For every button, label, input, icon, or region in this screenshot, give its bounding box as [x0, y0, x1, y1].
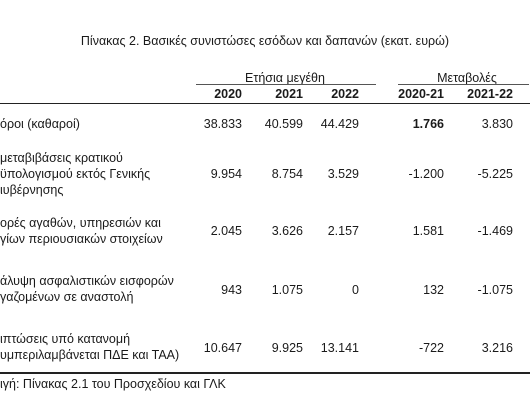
table-cell: -1.200	[408, 167, 444, 181]
row-label-line: γίων περιουσιακών στοιχείων	[0, 232, 163, 246]
table-cell: 2.045	[210, 224, 242, 238]
table-cell: 13.141	[320, 341, 359, 355]
row-label-line: ϋπολογισμού εκτός Γενικής	[0, 167, 151, 181]
column-header-2021: 2021	[275, 87, 303, 101]
row-label-line: υμπεριλαμβάνεται ΠΔΕ και ΤΑΑ)	[0, 348, 180, 362]
header-rule	[0, 103, 530, 104]
column-header-2021-22: 2021-22	[467, 87, 513, 101]
row-label: ορές αγαθών, υπηρεσιών και γίων περιουσι…	[0, 215, 163, 247]
source-note: ιγή: Πίνακας 2.1 του Προσχεδίου και ΓΛΚ	[0, 377, 226, 391]
table-cell: -1.469	[477, 224, 513, 238]
table-cell: 2.157	[327, 224, 359, 238]
row-label: μεταβιβάσεις κρατικού ϋπολογισμού εκτός …	[0, 150, 150, 198]
row-label-line: ιπτώσεις υπό κατανομή	[0, 332, 131, 346]
row-label-line: ορές αγαθών, υπηρεσιών και	[0, 216, 161, 230]
row-label-line: άλυψη ασφαλιστικών εισφορών	[0, 274, 174, 288]
row-label: όροι (καθαροί)	[0, 116, 80, 132]
table-cell: 1.581	[412, 224, 444, 238]
table-cell: 9.925	[271, 341, 303, 355]
table-cell: 8.754	[271, 167, 303, 181]
row-label-line: γαζομένων σε αναστολή	[0, 290, 134, 304]
table-bottom-rule	[0, 372, 530, 374]
table-cell: 3.529	[327, 167, 359, 181]
table-cell: 38.833	[203, 117, 242, 131]
table-cell: -1.075	[477, 283, 513, 297]
table-title: Πίνακας 2. Βασικές συνιστώσες εσόδων και…	[80, 34, 450, 48]
column-header-2022: 2022	[331, 87, 359, 101]
table-cell: -5.225	[477, 167, 513, 181]
table-cell: 10.647	[203, 341, 242, 355]
table-cell: 132	[423, 283, 444, 297]
table-cell: 44.429	[320, 117, 359, 131]
group-header-changes: Μεταβολές	[437, 71, 497, 85]
table-cell: 0	[352, 283, 359, 297]
table-cell: 1.075	[271, 283, 303, 297]
table-cell: 9.954	[210, 167, 242, 181]
row-label-line: ιυβέρνησης	[0, 183, 64, 197]
table-cell: 943	[221, 283, 242, 297]
table-cell: 1.766	[412, 117, 444, 131]
row-label: άλυψη ασφαλιστικών εισφορών γαζομένων σε…	[0, 273, 174, 305]
row-label-line: όροι (καθαροί)	[0, 117, 80, 131]
table-cell: 3.626	[271, 224, 303, 238]
row-label-line: μεταβιβάσεις κρατικού	[0, 151, 123, 165]
table-cell: 3.830	[481, 117, 513, 131]
group-header-annual: Ετήσια μεγέθη	[245, 71, 325, 85]
column-header-2020: 2020	[214, 87, 242, 101]
table-cell: 3.216	[481, 341, 513, 355]
row-label: ιπτώσεις υπό κατανομή υμπεριλαμβάνεται Π…	[0, 331, 179, 363]
column-header-2020-21: 2020-21	[398, 87, 444, 101]
group-underline-annual	[196, 84, 376, 85]
group-underline-changes	[398, 84, 529, 85]
table-cell: 40.599	[264, 117, 303, 131]
table-cell: -722	[418, 341, 444, 355]
